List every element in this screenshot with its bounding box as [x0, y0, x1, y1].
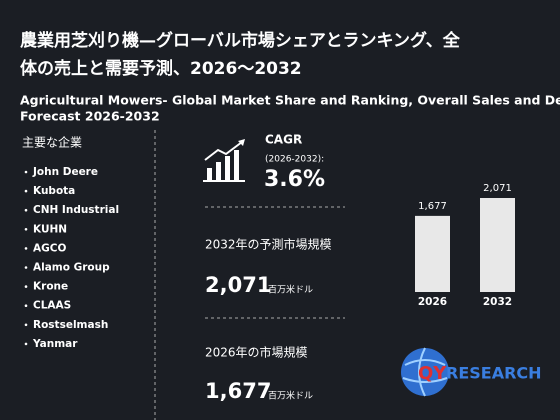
value-label: 2,071: [483, 183, 512, 194]
bullet: [24, 285, 28, 288]
value-label: 1,677: [418, 201, 447, 212]
forecast-unit: 百万米ドル: [268, 284, 313, 296]
bullet: [24, 189, 28, 193]
growth-icon: [203, 139, 245, 182]
bullet: [24, 266, 28, 269]
company-name: John Deere: [32, 166, 98, 178]
logo-suffix: RESEARCH: [446, 364, 542, 383]
title: 農業用芝刈り機—グローバル市場シェアとランキング、全: [20, 30, 461, 51]
bullet: [24, 304, 28, 308]
x-tick-label: 2032: [483, 296, 512, 308]
cagr-value: 3.6%: [264, 167, 325, 192]
cagr-label: CAGR: [265, 133, 302, 147]
forecast-label: 2032年の予測市場規模: [205, 237, 332, 252]
companies-heading: 主要な企業: [22, 135, 82, 150]
bar: [415, 215, 450, 292]
company-name: CLAAS: [33, 300, 71, 312]
company-name: CNH Industrial: [33, 204, 119, 216]
subtitle: Agricultural Mowers- Global Market Share…: [20, 93, 560, 108]
current-unit: 百万米ドル: [268, 390, 313, 402]
current-value: 1,677: [205, 379, 271, 403]
company-name: Krone: [33, 281, 68, 293]
bullet: [24, 323, 28, 327]
title: 体の売上と需要予測、2026～2032: [20, 58, 302, 79]
company-name: KUHN: [33, 223, 67, 235]
logo: QY RESEARCH: [401, 347, 542, 397]
company-name: AGCO: [33, 242, 66, 254]
bullet: [24, 342, 28, 346]
forecast-value: 2,071: [205, 273, 271, 297]
company-name: Rostselmash: [33, 319, 108, 331]
logo-prefix: QY: [418, 363, 447, 384]
bullet: [24, 170, 28, 174]
company-name: Alamo Group: [33, 262, 110, 274]
bullet: [24, 228, 28, 231]
bar: [480, 198, 515, 292]
bullet: [24, 208, 28, 212]
bullet: [24, 247, 28, 250]
company-name: Yanmar: [32, 338, 78, 350]
x-tick-label: 2026: [418, 296, 447, 308]
company-name: Kubota: [33, 185, 75, 197]
cagr-period: (2026-2032):: [265, 155, 324, 165]
subtitle: Forecast 2026-2032: [20, 109, 160, 124]
current-label: 2026年の市場規模: [205, 345, 308, 360]
